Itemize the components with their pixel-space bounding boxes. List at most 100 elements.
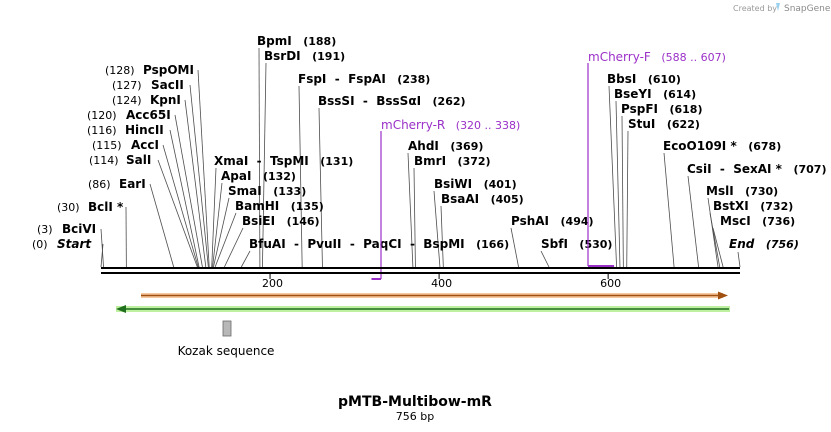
enzyme-position: (494) (549, 215, 594, 228)
enzyme-site-bsiwi[interactable]: BsiWI (401) (434, 177, 517, 191)
enzyme-name-part: SexAI * (725, 162, 783, 176)
enzyme-site-fspi[interactable]: FspI - FspAI (238) (298, 72, 430, 86)
enzyme-site-msli[interactable]: MslI (730) (706, 184, 778, 198)
enzyme-leader-bfuai (240, 250, 251, 268)
enzyme-site-bcli[interactable]: (30) BclI * (57, 200, 124, 214)
enzyme-leader-pshai (510, 227, 519, 268)
enzyme-leader-sacii (189, 84, 209, 268)
enzyme-name: FspI - FspAI (238) (298, 72, 430, 86)
enzyme-leader-bbsi (608, 85, 617, 268)
enzyme-name-part: BseYI (614, 87, 652, 101)
enzyme-site-bstxi[interactable]: BstXI (732) (713, 199, 793, 213)
enzyme-site-acci[interactable]: (115) AccI (92, 138, 159, 152)
primer-mcherry-r[interactable]: mCherry-R (320 .. 338) (371, 118, 520, 280)
enzyme-position: (116) (87, 124, 117, 137)
kozak-label: Kozak sequence (178, 344, 275, 358)
snapgene-credit: Created by SnapGene (733, 3, 831, 14)
enzyme-site-bsrdi[interactable]: BsrDI (191) (264, 49, 345, 63)
enzyme-name-part: TspMI (262, 154, 309, 168)
enzyme-site-ahdi[interactable]: AhdI (369) (408, 139, 483, 153)
enzyme-site-bsssi[interactable]: BssSI - BssSαI (262) (318, 94, 466, 108)
enzyme-site-sbfi[interactable]: SbfI (530) (541, 237, 612, 251)
enzyme-name: SacII (151, 78, 184, 92)
enzyme-separator: - (712, 162, 725, 176)
enzyme-leader-bamhi (214, 212, 237, 268)
enzyme-site-bbsi[interactable]: BbsI (610) (607, 72, 681, 86)
enzyme-site-bamhi[interactable]: BamHI (135) (235, 199, 324, 213)
enzyme-position: (115) (92, 139, 122, 152)
enzyme-name: AccI (131, 138, 159, 152)
enzyme-leader-csii (687, 175, 699, 268)
enzyme-name-part: BfuAI (249, 237, 286, 251)
enzyme-site-bsaai[interactable]: BsaAI (405) (441, 192, 524, 206)
map-title-block: pMTB-Multibow-mR 756 bp (338, 394, 492, 423)
enzyme-leader-msci (712, 227, 724, 268)
enzyme-leader-end (737, 251, 741, 268)
enzyme-name: BfuAI - PvuII - PaqCI - BspMI (166) (249, 237, 509, 251)
enzyme-position: (610) (636, 73, 681, 86)
credit-prefix: Created by (733, 4, 777, 13)
enzyme-site-kpni[interactable]: (124) KpnI (112, 93, 181, 107)
enzyme-site-bseyi[interactable]: BseYI (614) (614, 87, 696, 101)
enzyme-site-eco0109i[interactable]: EcoO109I * (678) (663, 139, 781, 153)
primer-mcherry-f[interactable]: mCherry-F (588 .. 607) (587, 50, 726, 267)
kozak-marker[interactable] (222, 320, 232, 337)
enzyme-site-sali[interactable]: (114) SalI (89, 153, 151, 167)
enzyme-separator: - (341, 237, 354, 251)
enzyme-leader-bsaai (440, 205, 444, 268)
enzyme-site-smai[interactable]: SmaI (133) (228, 184, 306, 198)
enzyme-name: PspFI (618) (621, 102, 703, 116)
enzyme-site-sacii[interactable]: (127) SacII (112, 78, 184, 92)
enzyme-name-part: BsrDI (264, 49, 301, 63)
enzyme-site-stui[interactable]: StuI (622) (628, 117, 700, 131)
enzyme-name: EarI (119, 177, 146, 191)
enzyme-name: BsiEI (146) (242, 214, 320, 228)
enzyme-name-part: PspFI (621, 102, 658, 116)
orange-feature-arrow[interactable] (141, 291, 728, 300)
enzyme-leader-bmri (413, 167, 416, 268)
enzyme-leader-hincii (169, 129, 200, 268)
green-feature-arrow[interactable] (116, 305, 730, 313)
enzyme-name: CsiI - SexAI * (707) (687, 162, 826, 176)
enzyme-name: XmaI - TspMI (131) (214, 154, 353, 168)
kozak-feature[interactable]: Kozak sequence (178, 320, 275, 358)
enzyme-site-pshai[interactable]: PshAI (494) (511, 214, 594, 228)
enzyme-name-part: SbfI (541, 237, 568, 251)
credit-brand: SnapGene (784, 4, 831, 14)
tick-label: 600 (600, 277, 621, 290)
enzyme-labels: (0) Start (3) BciVI (30) BclI * (86) EarI(114) S… (32, 34, 826, 251)
enzyme-site-pspfi[interactable]: PspFI (618) (621, 102, 703, 116)
enzyme-position: (114) (89, 154, 119, 167)
enzyme-site-bcivi[interactable]: (3) BciVI (37, 222, 96, 236)
enzyme-site-msci[interactable]: MscI (736) (720, 214, 795, 228)
enzyme-name: MslI (730) (706, 184, 778, 198)
enzyme-site-psppomi[interactable]: (128) PspOMI (105, 63, 194, 77)
enzyme-name-part: CsiI (687, 162, 712, 176)
enzyme-site-xmai[interactable]: XmaI - TspMI (131) (214, 154, 353, 168)
enzyme-site-acc65i[interactable]: (120) Acc65I (87, 108, 171, 122)
enzyme-leader-bpmi (258, 47, 261, 268)
enzyme-site-start[interactable]: (0) Start (32, 237, 92, 251)
sequence-backbone (101, 267, 740, 274)
enzyme-site-bsiei[interactable]: BsiEI (146) (242, 214, 320, 228)
enzyme-position: (730) (734, 185, 779, 198)
enzyme-site-end[interactable]: End (756) (729, 237, 799, 251)
enzyme-leader-fspi (298, 85, 303, 268)
enzyme-position: (622) (655, 118, 700, 131)
enzyme-site-csii[interactable]: CsiI - SexAI * (707) (687, 162, 826, 176)
enzyme-name: StuI (622) (628, 117, 700, 131)
enzyme-name: SmaI (133) (228, 184, 306, 198)
enzyme-site-bmri[interactable]: BmrI (372) (414, 154, 491, 168)
enzyme-name: BpmI (188) (257, 34, 336, 48)
enzyme-site-apai[interactable]: ApaI (132) (221, 169, 296, 183)
enzyme-name-part: BssSI (318, 94, 355, 108)
enzyme-site-eari[interactable]: (86) EarI (88, 177, 146, 191)
enzyme-site-bfuai[interactable]: BfuAI - PvuII - PaqCI - BspMI (166) (249, 237, 509, 251)
enzyme-position: (128) (105, 64, 135, 77)
enzyme-name-part: BsiEI (242, 214, 275, 228)
enzyme-site-bpmi[interactable]: BpmI (188) (257, 34, 336, 48)
enzyme-name: BciVI (62, 222, 96, 236)
enzyme-site-hincii[interactable]: (116) HincII (87, 123, 164, 137)
enzyme-name-part: BsiWI (434, 177, 472, 191)
enzyme-name-part: FspI (298, 72, 326, 86)
